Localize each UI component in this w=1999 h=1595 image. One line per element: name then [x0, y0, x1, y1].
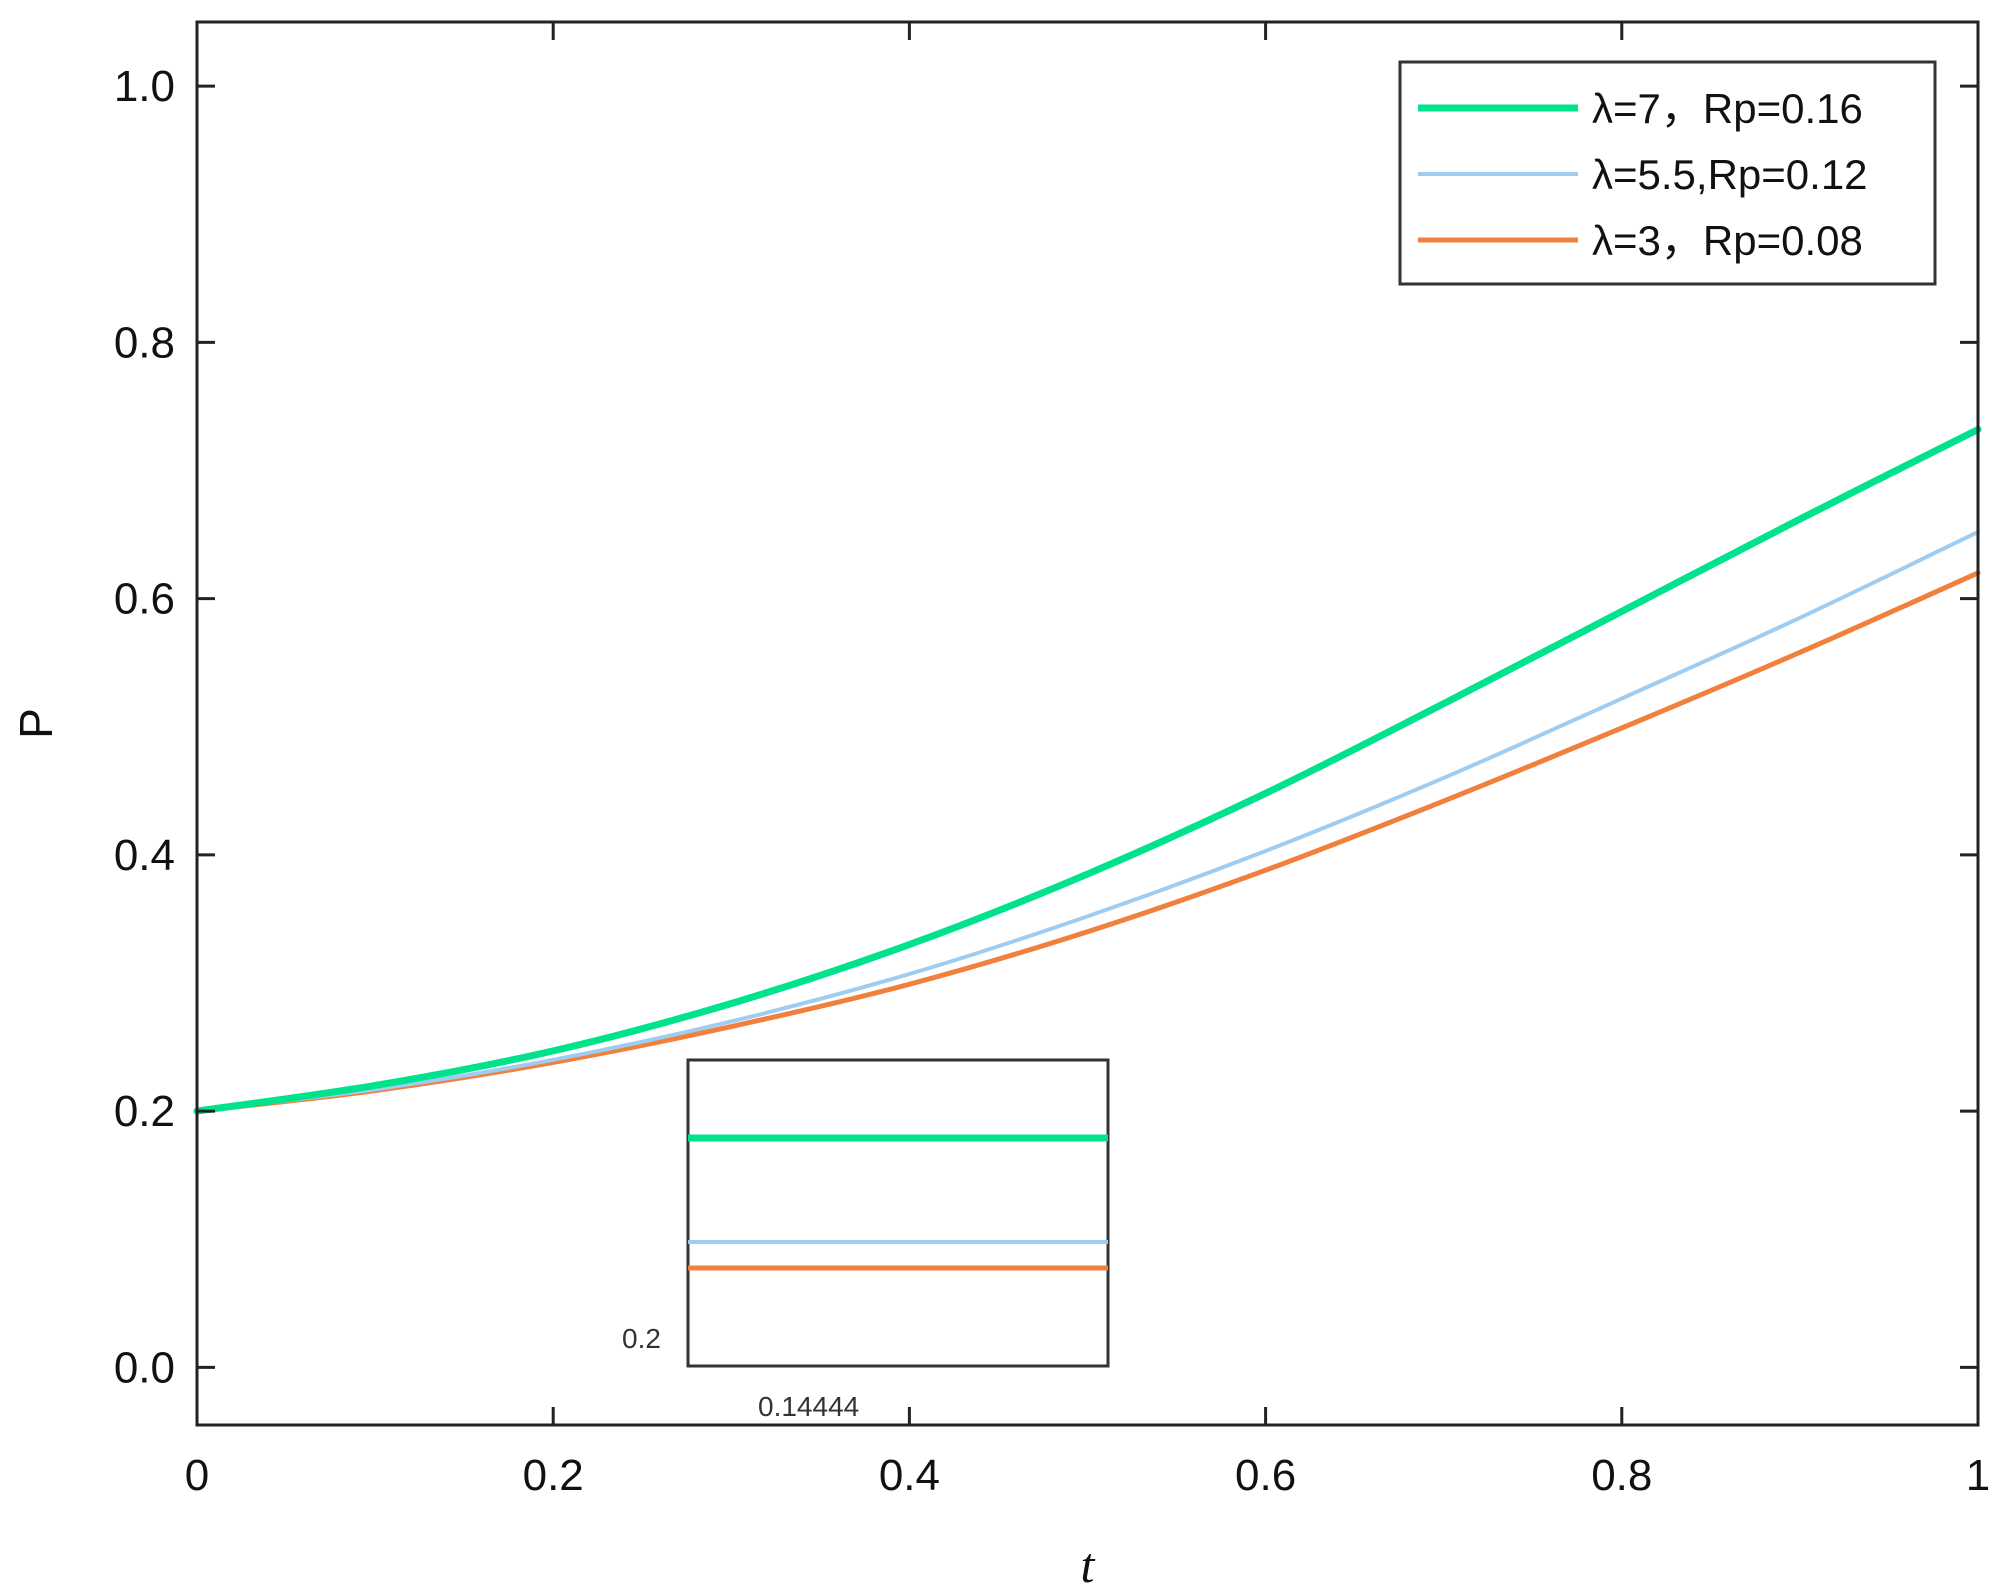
series-line-2 [195, 529, 1980, 1114]
series-line-3 [194, 570, 1981, 1114]
x-tick-label: 0.4 [879, 1451, 940, 1500]
inset-frame [686, 1058, 1110, 1368]
y-axis-title: P [10, 708, 62, 739]
x-tick-label: 1 [1966, 1451, 1990, 1500]
x-axis: 0 0.2 0.4 0.6 0.8 1 [185, 22, 1990, 1500]
x-tick-label: 0 [185, 1451, 209, 1500]
inset-x-tick-label: 0.14444 [758, 1391, 859, 1422]
y-tick-label: 0.4 [114, 831, 175, 880]
x-tick-label: 0.6 [1235, 1451, 1296, 1500]
legend: λ=7，Rp=0.16 λ=5.5,Rp=0.12 λ=3，Rp=0.08 [1398, 60, 1937, 286]
y-tick-label: 0.0 [114, 1343, 175, 1392]
inset-y-tick-label: 0.2 [622, 1323, 661, 1354]
x-tick-label: 0.2 [523, 1451, 584, 1500]
zoom-inset: 0.14444 0.2 [622, 1058, 1110, 1422]
legend-label: λ=3，Rp=0.08 [1592, 217, 1863, 264]
plot-area [193, 425, 1982, 1115]
y-axis: 0.0 0.2 0.4 0.6 0.8 1.0 [114, 62, 1978, 1392]
x-tick-label: 0.8 [1591, 1451, 1652, 1500]
plot-frame [195, 20, 1980, 1427]
series-line-1 [193, 425, 1982, 1115]
x-axis-title: t [1081, 1537, 1096, 1593]
y-tick-label: 0.2 [114, 1087, 175, 1136]
axes-frame [195, 20, 1980, 1427]
legend-label: λ=5.5,Rp=0.12 [1592, 151, 1868, 198]
y-tick-label: 0.6 [114, 575, 175, 624]
y-tick-label: 1.0 [114, 62, 175, 111]
y-tick-label: 0.8 [114, 318, 175, 367]
legend-label: λ=7，Rp=0.16 [1592, 85, 1863, 132]
